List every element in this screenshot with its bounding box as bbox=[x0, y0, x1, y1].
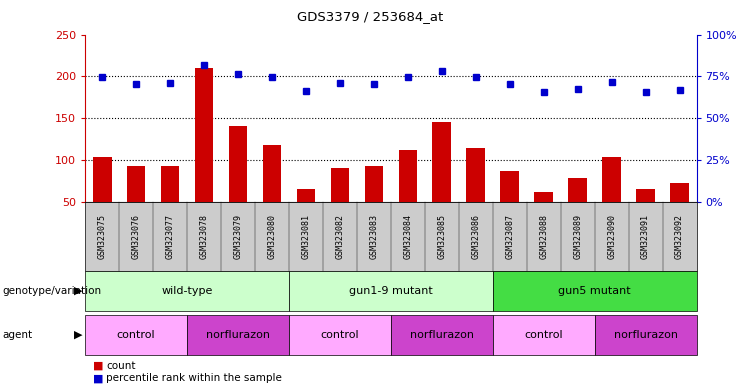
Text: GSM323079: GSM323079 bbox=[233, 214, 242, 259]
Bar bbox=[568, 178, 587, 202]
Bar bbox=[670, 183, 689, 202]
Text: agent: agent bbox=[2, 330, 33, 340]
Text: GSM323084: GSM323084 bbox=[403, 214, 412, 259]
Text: GSM323082: GSM323082 bbox=[336, 214, 345, 259]
Text: GSM323081: GSM323081 bbox=[302, 214, 310, 259]
Text: GSM323075: GSM323075 bbox=[98, 214, 107, 259]
Text: gun1-9 mutant: gun1-9 mutant bbox=[349, 286, 433, 296]
Text: GSM323076: GSM323076 bbox=[132, 214, 141, 259]
Text: GSM323077: GSM323077 bbox=[166, 214, 175, 259]
Bar bbox=[433, 122, 451, 202]
Bar bbox=[500, 171, 519, 202]
Text: control: control bbox=[525, 330, 563, 340]
Text: GSM323085: GSM323085 bbox=[437, 214, 446, 259]
Text: GSM323089: GSM323089 bbox=[574, 214, 582, 259]
Text: GSM323083: GSM323083 bbox=[370, 214, 379, 259]
Bar bbox=[262, 145, 282, 202]
Bar bbox=[330, 168, 349, 202]
Bar bbox=[93, 157, 112, 202]
Text: GSM323088: GSM323088 bbox=[539, 214, 548, 259]
Text: percentile rank within the sample: percentile rank within the sample bbox=[106, 373, 282, 383]
Bar bbox=[161, 166, 179, 202]
Text: GSM323086: GSM323086 bbox=[471, 214, 480, 259]
Bar bbox=[127, 166, 145, 202]
Text: ▶: ▶ bbox=[74, 330, 82, 340]
Bar bbox=[466, 148, 485, 202]
Text: GSM323078: GSM323078 bbox=[199, 214, 208, 259]
Text: ▶: ▶ bbox=[74, 286, 82, 296]
Bar bbox=[229, 126, 247, 202]
Text: control: control bbox=[117, 330, 156, 340]
Text: norflurazon: norflurazon bbox=[614, 330, 677, 340]
Text: ■: ■ bbox=[93, 361, 103, 371]
Bar bbox=[195, 68, 213, 202]
Text: gun5 mutant: gun5 mutant bbox=[558, 286, 631, 296]
Bar bbox=[296, 189, 316, 202]
Text: ■: ■ bbox=[93, 373, 103, 383]
Text: count: count bbox=[106, 361, 136, 371]
Text: norflurazon: norflurazon bbox=[410, 330, 473, 340]
Text: control: control bbox=[321, 330, 359, 340]
Text: genotype/variation: genotype/variation bbox=[2, 286, 102, 296]
Text: GSM323091: GSM323091 bbox=[641, 214, 650, 259]
Text: GSM323087: GSM323087 bbox=[505, 214, 514, 259]
Bar bbox=[637, 189, 655, 202]
Bar bbox=[399, 150, 417, 202]
Text: GDS3379 / 253684_at: GDS3379 / 253684_at bbox=[297, 10, 444, 23]
Text: GSM323092: GSM323092 bbox=[675, 214, 684, 259]
Text: wild-type: wild-type bbox=[162, 286, 213, 296]
Bar bbox=[365, 166, 383, 202]
Text: GSM323080: GSM323080 bbox=[268, 214, 276, 259]
Bar bbox=[602, 157, 621, 202]
Text: GSM323090: GSM323090 bbox=[607, 214, 616, 259]
Text: norflurazon: norflurazon bbox=[206, 330, 270, 340]
Bar bbox=[534, 192, 553, 202]
